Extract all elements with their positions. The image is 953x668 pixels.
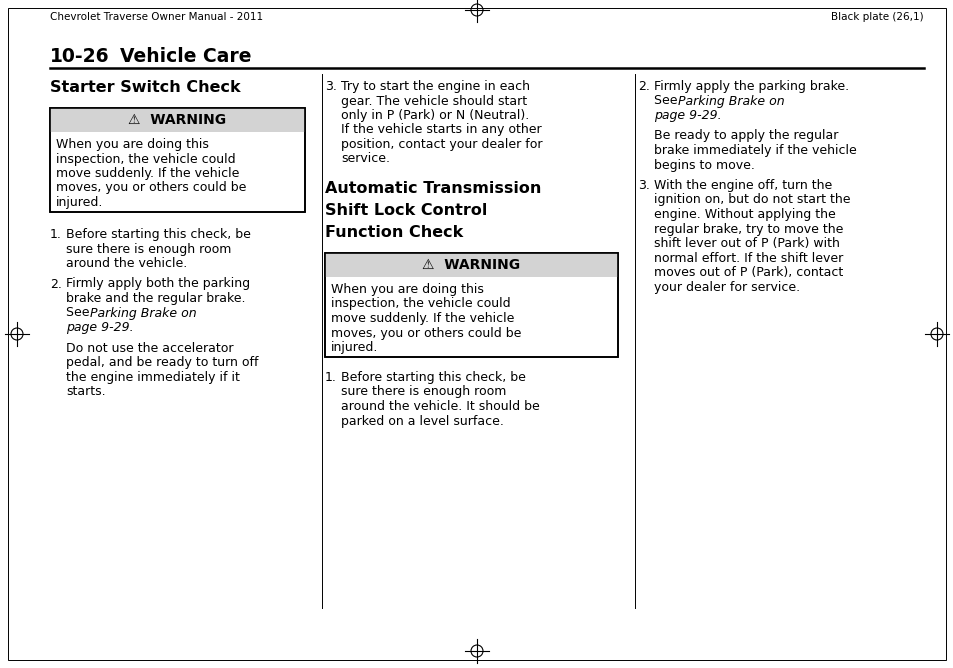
Text: Vehicle Care: Vehicle Care [120,47,252,65]
Text: When you are doing this: When you are doing this [56,138,209,151]
Bar [325,253,618,277]
Text: starts.: starts. [66,385,106,398]
Text: brake and the regular brake.: brake and the regular brake. [66,292,245,305]
Text: Chevrolet Traverse Owner Manual - 2011: Chevrolet Traverse Owner Manual - 2011 [50,12,263,22]
Text: ⚠  WARNING: ⚠ WARNING [422,258,520,272]
Text: moves, you or others could be: moves, you or others could be [331,327,521,339]
Text: normal effort. If the shift lever: normal effort. If the shift lever [654,251,842,265]
Text: your dealer for service.: your dealer for service. [654,281,800,293]
Text: Firmly apply both the parking: Firmly apply both the parking [66,277,250,291]
Text: gear. The vehicle should start: gear. The vehicle should start [340,94,527,108]
Bar [50,108,305,212]
Bar [325,253,618,357]
Text: If the vehicle starts in any other: If the vehicle starts in any other [340,124,541,136]
Text: sure there is enough room: sure there is enough room [66,242,232,255]
Text: Do not use the accelerator: Do not use the accelerator [66,341,233,355]
Text: ignition on, but do not start the: ignition on, but do not start the [654,194,850,206]
Text: 2.: 2. [50,277,62,291]
Text: inspection, the vehicle could: inspection, the vehicle could [331,297,510,311]
Text: ⚠  WARNING: ⚠ WARNING [129,113,226,127]
Text: Parking Brake on: Parking Brake on [678,94,783,108]
Text: only in P (Park) or N (Neutral).: only in P (Park) or N (Neutral). [340,109,529,122]
Text: Before starting this check, be: Before starting this check, be [66,228,251,241]
Text: Before starting this check, be: Before starting this check, be [340,371,525,384]
Text: shift lever out of P (Park) with: shift lever out of P (Park) with [654,237,839,250]
Text: begins to move.: begins to move. [654,158,754,172]
Text: move suddenly. If the vehicle: move suddenly. If the vehicle [331,312,514,325]
Text: 3.: 3. [638,179,649,192]
Text: See: See [66,307,93,319]
Text: regular brake, try to move the: regular brake, try to move the [654,222,842,236]
Bar [50,108,305,212]
Text: brake immediately if the vehicle: brake immediately if the vehicle [654,144,856,157]
Text: page 9-29.: page 9-29. [66,321,133,334]
Text: Black plate (26,1): Black plate (26,1) [830,12,923,22]
Text: Shift Lock Control: Shift Lock Control [325,203,487,218]
Text: 3.: 3. [325,80,336,93]
Bar [50,108,305,132]
Text: 1.: 1. [50,228,62,241]
Text: moves, you or others could be: moves, you or others could be [56,182,246,194]
Text: injured.: injured. [56,196,103,209]
Text: position, contact your dealer for: position, contact your dealer for [340,138,542,151]
Text: Be ready to apply the regular: Be ready to apply the regular [654,130,838,142]
Text: moves out of P (Park), contact: moves out of P (Park), contact [654,266,842,279]
Text: 10-26: 10-26 [50,47,110,65]
Text: Function Check: Function Check [325,225,463,240]
Text: inspection, the vehicle could: inspection, the vehicle could [56,152,235,166]
Text: Try to start the engine in each: Try to start the engine in each [340,80,530,93]
Text: service.: service. [340,152,390,166]
Text: 2.: 2. [638,80,649,93]
Text: Parking Brake on: Parking Brake on [90,307,196,319]
Text: injured.: injured. [331,341,378,354]
Text: See: See [654,94,680,108]
Text: move suddenly. If the vehicle: move suddenly. If the vehicle [56,167,239,180]
Text: around the vehicle. It should be: around the vehicle. It should be [340,400,539,413]
Text: When you are doing this: When you are doing this [331,283,483,296]
Text: Firmly apply the parking brake.: Firmly apply the parking brake. [654,80,848,93]
Text: page 9-29.: page 9-29. [654,109,720,122]
Text: With the engine off, turn the: With the engine off, turn the [654,179,831,192]
Text: pedal, and be ready to turn off: pedal, and be ready to turn off [66,356,258,369]
Bar [325,253,618,357]
Text: 1.: 1. [325,371,336,384]
Text: the engine immediately if it: the engine immediately if it [66,371,239,383]
Text: around the vehicle.: around the vehicle. [66,257,187,270]
Text: Automatic Transmission: Automatic Transmission [325,181,540,196]
Text: engine. Without applying the: engine. Without applying the [654,208,835,221]
Text: sure there is enough room: sure there is enough room [340,385,506,399]
Text: Starter Switch Check: Starter Switch Check [50,80,240,95]
Text: parked on a level surface.: parked on a level surface. [340,415,503,428]
